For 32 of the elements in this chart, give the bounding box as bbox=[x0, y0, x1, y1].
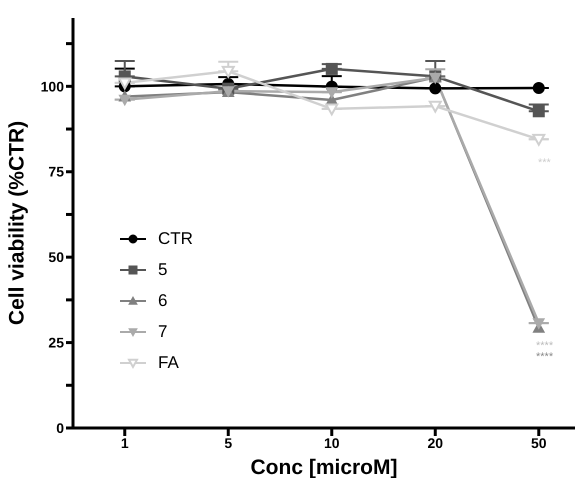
x-tick-label: 20 bbox=[427, 434, 444, 451]
annotation: *** bbox=[538, 157, 551, 169]
point bbox=[532, 134, 546, 146]
legend-label: 5 bbox=[158, 260, 168, 280]
x-axis-title: Conc [microM] bbox=[250, 456, 398, 479]
x-tick-label: 1 bbox=[120, 434, 129, 451]
point bbox=[325, 103, 338, 116]
y-tick-label: 75 bbox=[48, 164, 64, 180]
legend-label: 6 bbox=[158, 290, 168, 310]
annotation: **** bbox=[536, 351, 554, 363]
point bbox=[326, 62, 338, 75]
x-tick-label: 50 bbox=[530, 434, 547, 451]
point bbox=[532, 105, 545, 118]
point bbox=[428, 100, 442, 113]
point bbox=[532, 82, 545, 94]
y-tick-label: 50 bbox=[48, 249, 64, 266]
point bbox=[326, 87, 338, 98]
x-tick-label: 5 bbox=[224, 434, 232, 451]
point bbox=[532, 318, 545, 330]
legend-label: CTR bbox=[158, 228, 193, 248]
legend-label: FA bbox=[158, 352, 179, 372]
point bbox=[429, 82, 442, 94]
y-axis-title: Cell viability (%CTR) bbox=[5, 120, 28, 326]
y-tick-label: 0 bbox=[56, 420, 64, 436]
point bbox=[118, 94, 131, 106]
y-tick-label: 25 bbox=[48, 334, 64, 351]
point bbox=[222, 66, 235, 78]
y-tick-label: 100 bbox=[40, 78, 64, 94]
point bbox=[118, 78, 132, 90]
annotation: **** bbox=[536, 340, 554, 352]
x-tick-label: 10 bbox=[324, 434, 340, 451]
legend-label: 7 bbox=[158, 322, 168, 342]
